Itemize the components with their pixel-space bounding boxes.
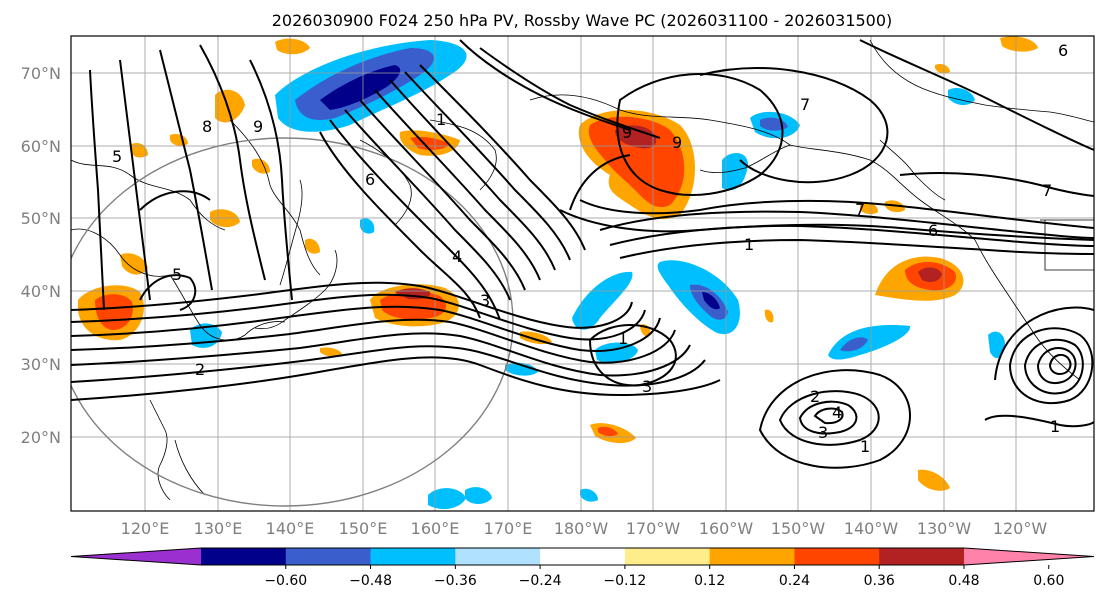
contour-label: 3 [818,423,828,442]
colorbar-segment [540,548,626,565]
radius-circle [71,137,514,507]
lat-label: 70°N [21,64,61,83]
contour-label: 2 [195,360,205,379]
contour-label: 1 [1050,417,1060,436]
pv-contours [71,39,1094,469]
colorbar-segment [285,548,372,565]
coastlines [71,39,1094,501]
figure-title: 2026030900 F024 250 hPa PV, Rossby Wave … [272,11,893,30]
colorbar-extend-low [71,548,201,565]
map-frame [70,35,1095,512]
colorbar: −0.60 −0.48 −0.36 −0.24 −0.12 0.12 0.24 0.36 0.4… [70,547,1095,589]
lon-label: 170°E [484,519,533,538]
colorbar-tick-label: 0.36 [864,573,895,589]
lon-label: 130°W [917,519,972,538]
contour-label: 7 [855,200,865,219]
contour-label: 1 [436,110,446,129]
lon-label: 140°W [844,519,899,538]
colorbar-segment [879,548,965,565]
contour-label: 9 [672,133,682,152]
lat-label: 30°N [21,355,61,374]
lon-label: 120°E [121,519,170,538]
colorbar-segment [455,548,541,565]
longitude-labels: 120°E 130°E 140°E 150°E 160°E 170°E 180°… [121,519,1048,538]
contour-label: 3 [642,377,652,396]
graticule [71,36,1094,511]
contour-label: 1 [860,437,870,456]
contour-label: 4 [832,403,842,422]
colorbar-tick-label: 0.12 [694,573,725,589]
contour-label: 3 [480,291,490,310]
lon-label: 130°E [194,519,243,538]
contour-label: 8 [202,117,212,136]
lon-label: 160°E [411,519,460,538]
colorbar-tick-label: −0.24 [519,573,562,589]
colorbar-tick-label: 0.48 [948,573,979,589]
lat-label: 40°N [21,282,61,301]
lon-label: 150°E [339,519,388,538]
colorbar-segment [201,548,287,565]
contour-label: 7 [800,95,810,114]
contour-label: 1 [618,329,628,348]
lon-label: 160°W [699,519,754,538]
colorbar-segment [794,548,880,565]
lat-label: 20°N [21,428,61,447]
contour-label: 1 [744,235,754,254]
contour-label: 6 [928,221,938,240]
contour-label: 2 [810,387,820,406]
colorbar-extend-high [964,548,1094,565]
contour-label: 9 [622,123,632,142]
contour-label: 6 [1058,41,1068,60]
contour-label-group: 1 1 1 1 1 2 2 3 3 3 4 4 5 5 6 6 6 7 7 7 [112,41,1068,456]
colorbar-outline [70,547,1095,566]
pv-shading [78,36,1038,510]
lon-label: 140°E [266,519,315,538]
contour-label: 9 [253,117,263,136]
colorbar-tick-label: 0.60 [1033,573,1064,589]
colorbar-tick-label: −0.36 [434,573,477,589]
contour-label: 5 [172,265,182,284]
colorbar-tick-label: −0.60 [264,573,307,589]
colorbar-tick-label: −0.12 [603,573,646,589]
colorbar-segment [709,548,795,565]
contour-label: 5 [112,147,122,166]
lat-label: 60°N [21,137,61,156]
colorbar-segment [624,548,711,565]
colorbar-segment [370,548,456,565]
lon-label: 120°W [993,519,1048,538]
colorbar-tick-label: 0.24 [779,573,810,589]
lon-label: 170°W [626,519,681,538]
lon-label: 150°W [771,519,826,538]
contour-label: 6 [365,170,375,189]
contour-label: 7 [1042,181,1052,200]
latitude-labels: 70°N 60°N 50°N 40°N 30°N 20°N [21,64,61,447]
map-area: 1 1 1 1 1 2 2 3 3 3 4 4 5 5 6 6 6 7 7 7 [71,36,1094,511]
lon-label: 180°W [554,519,609,538]
lat-label: 50°N [21,209,61,228]
colorbar-tick-label: −0.48 [349,573,392,589]
contour-label: 4 [452,247,462,266]
